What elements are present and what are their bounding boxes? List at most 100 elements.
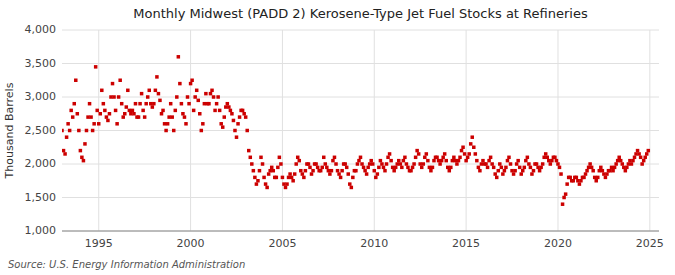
- point: [285, 182, 289, 186]
- point: [409, 169, 413, 173]
- point: [431, 166, 435, 170]
- point: [346, 172, 350, 176]
- point: [117, 95, 121, 99]
- x-grid-line: [282, 30, 283, 231]
- y-grid-line: [62, 63, 659, 64]
- point: [89, 115, 93, 119]
- point: [647, 149, 651, 153]
- point: [489, 156, 493, 160]
- point: [252, 169, 256, 173]
- point: [438, 162, 442, 166]
- point: [293, 172, 297, 176]
- y-grid-line: [62, 197, 659, 198]
- point: [348, 182, 352, 186]
- point: [265, 186, 269, 190]
- point: [291, 179, 295, 183]
- point: [196, 99, 200, 103]
- point: [599, 166, 603, 170]
- point: [513, 169, 517, 173]
- point: [327, 169, 331, 173]
- point: [587, 166, 591, 170]
- y-tick-label: 2,000: [25, 157, 57, 170]
- point: [373, 169, 377, 173]
- point: [619, 159, 623, 163]
- point: [605, 172, 609, 176]
- x-tick-label: 2005: [268, 237, 296, 250]
- point: [249, 156, 253, 160]
- point: [183, 115, 187, 119]
- point: [190, 79, 194, 83]
- point: [221, 125, 225, 128]
- point: [639, 156, 643, 160]
- point: [363, 169, 367, 173]
- point: [645, 152, 649, 156]
- point: [495, 176, 499, 180]
- point: [418, 162, 422, 166]
- point: [559, 172, 563, 176]
- point: [490, 162, 494, 166]
- point: [412, 162, 416, 166]
- point: [224, 105, 228, 109]
- point: [640, 162, 644, 166]
- point: [310, 172, 314, 176]
- point: [94, 65, 98, 69]
- point: [345, 166, 349, 170]
- point: [402, 159, 406, 163]
- point: [383, 169, 387, 173]
- point: [62, 149, 65, 153]
- point: [184, 122, 188, 126]
- point: [350, 186, 354, 190]
- point: [630, 162, 634, 166]
- point: [446, 166, 450, 170]
- point: [414, 156, 418, 160]
- point: [377, 166, 381, 170]
- point: [359, 156, 363, 160]
- point: [134, 102, 138, 106]
- point: [405, 162, 409, 166]
- point: [492, 166, 496, 170]
- point: [477, 166, 481, 170]
- point: [80, 156, 84, 160]
- point: [302, 176, 306, 180]
- point: [529, 166, 533, 170]
- point: [92, 122, 96, 126]
- point: [99, 112, 103, 116]
- x-tick-label: 1995: [85, 237, 113, 250]
- point: [109, 95, 113, 99]
- point: [389, 159, 393, 163]
- point: [115, 122, 119, 126]
- point: [204, 92, 208, 96]
- point: [177, 55, 181, 59]
- point: [276, 166, 280, 170]
- point: [121, 115, 125, 119]
- point: [227, 105, 231, 109]
- point: [203, 102, 207, 106]
- point: [510, 169, 514, 173]
- point: [579, 179, 583, 183]
- point: [497, 169, 501, 173]
- point: [149, 102, 153, 106]
- point: [144, 102, 148, 106]
- point: [394, 166, 398, 170]
- point: [79, 149, 83, 153]
- point: [337, 172, 341, 176]
- point: [284, 186, 288, 190]
- point: [591, 169, 595, 173]
- point: [515, 162, 519, 166]
- x-grid-line: [98, 30, 99, 231]
- point: [267, 172, 271, 176]
- points: [62, 55, 650, 206]
- point: [166, 122, 170, 126]
- x-grid-line: [649, 30, 650, 231]
- point: [247, 149, 251, 153]
- point: [391, 166, 395, 170]
- point: [642, 159, 646, 163]
- point: [73, 102, 77, 106]
- point: [539, 166, 543, 170]
- point: [77, 129, 81, 133]
- point: [610, 166, 614, 170]
- point: [388, 152, 392, 156]
- point: [155, 75, 159, 79]
- point: [614, 162, 618, 166]
- point: [161, 109, 165, 113]
